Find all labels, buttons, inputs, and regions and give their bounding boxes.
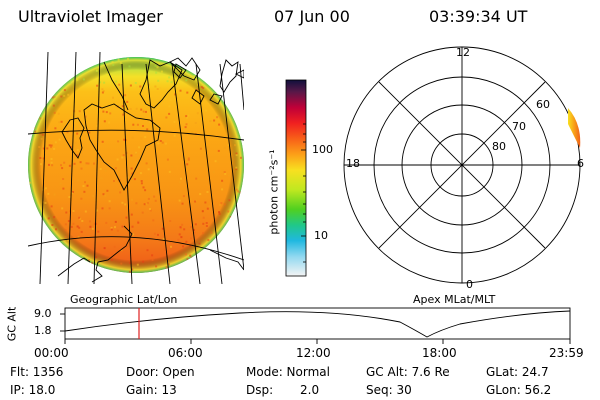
xtick-1200: 12:00 bbox=[296, 346, 331, 360]
altitude-curve bbox=[64, 310, 571, 338]
dial-spokes bbox=[344, 47, 580, 283]
status-dsp-label: Dsp: bbox=[246, 383, 274, 397]
altitude-plot-frame bbox=[64, 307, 571, 340]
right-panel-caption: Apex MLat/MLT bbox=[413, 293, 496, 306]
mlat-label-60: 60 bbox=[536, 98, 550, 111]
instrument-title: Ultraviolet Imager bbox=[18, 7, 163, 26]
time-label: 03:39:34 UT bbox=[429, 7, 528, 26]
date-label: 07 Jun 00 bbox=[274, 7, 350, 26]
altitude-ylabel: GC Alt bbox=[5, 306, 19, 342]
mlt-label-0: 0 bbox=[466, 278, 473, 291]
status-glon: GLon: 56.2 bbox=[486, 383, 552, 397]
status-ip: IP: 18.0 bbox=[10, 383, 56, 397]
auroral-arc bbox=[568, 108, 581, 148]
lat-lon-grid bbox=[28, 52, 244, 284]
altitude-plot bbox=[60, 307, 571, 344]
status-gc-alt: GC Alt: 7.6 Re bbox=[366, 365, 450, 379]
xtick-1800: 18:00 bbox=[422, 346, 457, 360]
mlt-label-18: 18 bbox=[346, 157, 360, 170]
earth-image-panel bbox=[28, 52, 244, 284]
status-door: Door: Open bbox=[126, 365, 195, 379]
polar-dial bbox=[343, 46, 581, 284]
altitude-ytick-1-8: 1.8 bbox=[34, 324, 52, 337]
left-panel-caption: Geographic Lat/Lon bbox=[70, 293, 178, 306]
colorbar-tick-10: 10 bbox=[314, 229, 328, 242]
mlat-label-80: 80 bbox=[492, 140, 506, 153]
mlt-label-12: 12 bbox=[456, 46, 470, 59]
colorbar-unit-label: photon cm⁻²s⁻¹ bbox=[267, 149, 281, 235]
colorbar-gradient bbox=[286, 80, 306, 276]
altitude-ytick-9: 9.0 bbox=[34, 307, 52, 320]
status-dsp-value: 2.0 bbox=[300, 383, 320, 397]
xtick-0000: 00:00 bbox=[34, 346, 69, 360]
status-gain: Gain: 13 bbox=[126, 383, 177, 397]
colorbar bbox=[285, 79, 307, 277]
status-seq: Seq: 30 bbox=[366, 383, 412, 397]
status-flight: Flt: 1356 bbox=[10, 365, 64, 379]
altitude-ticks bbox=[60, 313, 571, 344]
status-mode: Mode: Normal bbox=[246, 365, 330, 379]
xtick-2359: 23:59 bbox=[549, 346, 584, 360]
mlt-label-6: 6 bbox=[577, 157, 584, 170]
colorbar-tick-100: 100 bbox=[312, 143, 333, 156]
mlat-label-70: 70 bbox=[512, 120, 526, 133]
colorbar-ticks bbox=[301, 123, 306, 263]
status-glat: GLat: 24.7 bbox=[486, 365, 549, 379]
xtick-0600: 06:00 bbox=[168, 346, 203, 360]
